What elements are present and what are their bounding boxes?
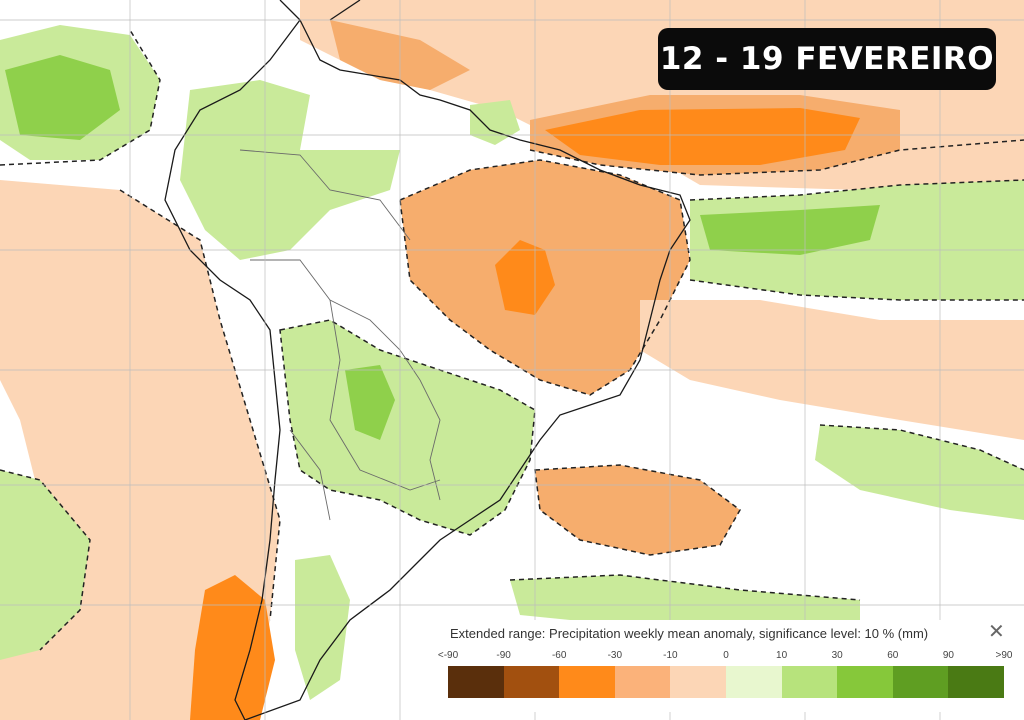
southern-argentina-wet-strip (295, 555, 350, 700)
legend-swatch (781, 666, 838, 698)
legend-swatch (948, 666, 1004, 698)
legend-tick-label: -30 (607, 650, 623, 661)
legend-tick-label: -60 (551, 650, 567, 661)
legend-swatch (503, 666, 560, 698)
southern-ocean-wet-band (510, 575, 860, 625)
legend-tick-label: >90 (995, 650, 1013, 661)
legend-swatch (448, 666, 504, 698)
legend-tick-label: 0 (723, 650, 729, 661)
north-amazon-wet-patch (470, 100, 520, 145)
legend-swatch (670, 666, 726, 698)
legend-tick-label: 90 (942, 650, 954, 661)
amazon-wet-area (180, 80, 400, 260)
central-brazil-strong-dry (495, 240, 555, 315)
significance-contour (0, 469, 91, 651)
legend-color-bar (448, 666, 1004, 698)
close-icon[interactable]: ✕ (988, 621, 1005, 643)
atlantic-wet-core (700, 205, 880, 255)
south-atlantic-wet-band (815, 425, 1024, 520)
legend-tick-label: <-90 (437, 650, 459, 661)
legend-swatch (559, 666, 615, 698)
southwest-pacific-wet-area (0, 470, 90, 660)
south-brazil-wet-core (345, 365, 395, 440)
significance-contour (399, 159, 691, 396)
country-border (239, 149, 411, 241)
date-range-title: 12 - 19 FEVEREIRO (658, 28, 996, 90)
significance-contours (0, 29, 1024, 651)
coastlines (164, 0, 691, 720)
significance-contour (0, 29, 161, 166)
significance-contour (509, 574, 861, 601)
legend-title: Extended range: Precipitation weekly mea… (450, 626, 929, 641)
south-brazil-wet-area (280, 320, 535, 535)
country-border (419, 379, 441, 501)
southern-andes-strong-dry (190, 575, 275, 720)
legend-tick-label: 10 (776, 650, 788, 661)
legend-swatch (837, 666, 893, 698)
legend-swatch (725, 666, 782, 698)
significance-contour (689, 279, 1024, 301)
south-atlantic-dry-patch (535, 465, 740, 555)
country-border (329, 299, 441, 491)
country-border (250, 259, 421, 381)
country-borders (239, 149, 441, 521)
east-pacific-wet-core (5, 55, 120, 140)
legend-tick-label: 30 (831, 650, 843, 661)
legend-tick-label: 60 (887, 650, 899, 661)
legend-tick-labels: <-90 -90 -60 -30 -10 0 10 30 60 90 >90 (438, 650, 1016, 664)
central-america-coastline (279, 0, 361, 21)
legend-swatch (614, 666, 671, 698)
country-border (289, 429, 331, 521)
legend-tick-label: -90 (496, 650, 511, 661)
south-america-coastline (164, 19, 691, 720)
significance-contour (689, 179, 1024, 201)
legend-tick-label: -10 (663, 650, 678, 661)
significance-contour (534, 464, 741, 556)
equatorial-atlantic-strong-dry (545, 108, 860, 165)
map-legend: Extended range: Precipitation weekly mea… (438, 620, 1016, 712)
wet-anomaly-areas (0, 25, 1024, 700)
legend-swatch (892, 666, 949, 698)
